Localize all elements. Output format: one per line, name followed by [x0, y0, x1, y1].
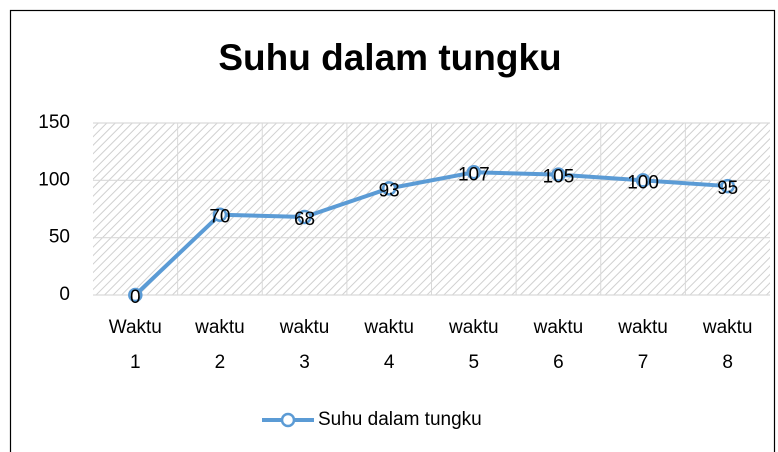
x-tick-label: waktu 2	[195, 317, 245, 373]
x-tick-label: Waktu 1	[108, 317, 162, 373]
chart-title: Suhu dalam tungku	[218, 37, 561, 78]
y-tick-label: 50	[49, 227, 70, 248]
data-label: 70	[209, 207, 230, 228]
data-point	[128, 287, 143, 303]
data-point	[720, 178, 735, 194]
y-tick-label: 0	[59, 284, 70, 305]
data-label: 107	[458, 164, 490, 185]
x-tick-label: waktu 7	[618, 317, 668, 373]
x-tick-label: waktu 6	[533, 317, 584, 373]
data-label: 100	[627, 172, 659, 193]
data-point	[466, 165, 482, 180]
data-point	[381, 181, 397, 196]
legend-marker	[280, 412, 296, 428]
x-tick-label: waktu 3	[279, 317, 330, 373]
data-point	[635, 173, 651, 188]
data-label: 93	[379, 180, 400, 201]
x-tick-label: waktu 5	[448, 317, 499, 373]
data-point	[212, 207, 228, 222]
data-point	[297, 209, 312, 225]
x-tick-label: waktu 4	[364, 317, 414, 373]
data-label: 105	[543, 167, 575, 188]
legend-label: Suhu dalam tungku	[318, 409, 482, 430]
series-line	[133, 170, 728, 297]
data-label: 68	[294, 209, 315, 230]
y-tick-label: 100	[38, 169, 70, 190]
y-tick-label: 150	[38, 112, 70, 133]
data-point	[551, 167, 566, 182]
x-tick-label: waktu 8	[702, 317, 753, 373]
data-label: 0	[130, 287, 141, 308]
data-label: 95	[717, 178, 738, 199]
